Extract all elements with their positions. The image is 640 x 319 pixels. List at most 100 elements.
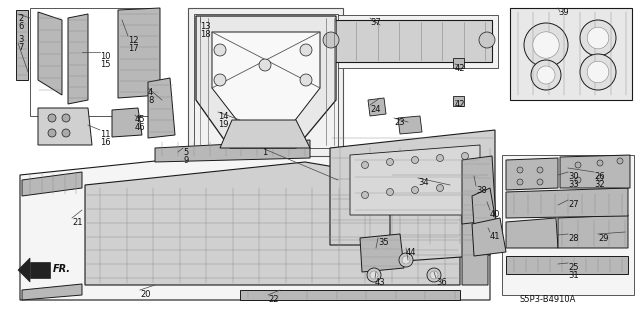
Polygon shape: [18, 258, 30, 282]
Circle shape: [580, 20, 616, 56]
Circle shape: [48, 129, 56, 137]
Circle shape: [479, 32, 495, 48]
Polygon shape: [155, 140, 310, 162]
Text: 28: 28: [568, 234, 579, 243]
Circle shape: [436, 154, 444, 161]
Circle shape: [362, 161, 369, 168]
Text: 19: 19: [218, 120, 228, 129]
Text: 10: 10: [100, 52, 111, 61]
Text: 29: 29: [598, 234, 609, 243]
Text: 39: 39: [558, 8, 568, 17]
Circle shape: [362, 191, 369, 198]
Text: 30: 30: [568, 172, 579, 181]
Circle shape: [531, 60, 561, 90]
Text: 34: 34: [418, 178, 429, 187]
Polygon shape: [330, 130, 495, 245]
Text: 45: 45: [135, 115, 145, 124]
Polygon shape: [112, 108, 142, 137]
Polygon shape: [68, 14, 88, 104]
Circle shape: [412, 157, 419, 164]
Text: 7: 7: [18, 43, 24, 52]
Circle shape: [259, 59, 271, 71]
Text: 25: 25: [568, 263, 579, 272]
Circle shape: [575, 177, 581, 183]
Text: 9: 9: [183, 156, 188, 165]
Bar: [30, 8, 148, 116]
Circle shape: [517, 167, 523, 173]
Polygon shape: [240, 290, 460, 300]
Text: 37: 37: [370, 18, 381, 27]
Circle shape: [537, 179, 543, 185]
Circle shape: [214, 74, 226, 86]
Polygon shape: [350, 145, 480, 215]
Circle shape: [300, 74, 312, 86]
Text: 46: 46: [135, 123, 146, 132]
Text: 11: 11: [100, 130, 111, 139]
Text: 14: 14: [218, 112, 228, 121]
Circle shape: [387, 189, 394, 196]
Polygon shape: [398, 116, 422, 134]
Text: 8: 8: [148, 96, 154, 105]
Text: 6: 6: [18, 22, 24, 31]
Circle shape: [367, 268, 381, 282]
Text: 36: 36: [436, 278, 447, 287]
Circle shape: [537, 66, 555, 84]
Circle shape: [588, 27, 609, 49]
Polygon shape: [38, 12, 62, 95]
Text: 42: 42: [455, 100, 465, 109]
Polygon shape: [20, 145, 490, 300]
Text: 23: 23: [394, 118, 404, 127]
Polygon shape: [85, 162, 460, 285]
Circle shape: [524, 23, 568, 67]
Circle shape: [412, 187, 419, 194]
Circle shape: [48, 114, 56, 122]
Polygon shape: [220, 120, 310, 148]
Polygon shape: [16, 10, 28, 80]
Text: 43: 43: [375, 278, 386, 287]
Polygon shape: [148, 78, 175, 138]
Circle shape: [402, 256, 410, 264]
Polygon shape: [453, 58, 464, 68]
Polygon shape: [22, 172, 82, 196]
Circle shape: [617, 158, 623, 164]
Text: 32: 32: [594, 180, 605, 189]
Circle shape: [399, 253, 413, 267]
Circle shape: [517, 179, 523, 185]
Circle shape: [62, 114, 70, 122]
Text: S5P3-B4910A: S5P3-B4910A: [520, 295, 577, 304]
Polygon shape: [390, 160, 490, 262]
Circle shape: [461, 152, 468, 160]
Polygon shape: [118, 8, 160, 98]
Text: 2: 2: [18, 14, 23, 23]
Text: FR.: FR.: [53, 264, 71, 274]
Circle shape: [588, 61, 609, 83]
Text: 26: 26: [594, 172, 605, 181]
Text: 22: 22: [268, 295, 278, 304]
Text: 42: 42: [455, 64, 465, 73]
Polygon shape: [472, 188, 496, 226]
Circle shape: [532, 32, 559, 58]
Circle shape: [537, 167, 543, 173]
Circle shape: [370, 271, 378, 279]
Polygon shape: [462, 156, 496, 224]
Polygon shape: [38, 108, 92, 145]
Text: 24: 24: [370, 105, 381, 114]
Polygon shape: [472, 218, 506, 256]
Text: 41: 41: [490, 232, 500, 241]
Text: 13: 13: [200, 22, 211, 31]
Polygon shape: [453, 96, 464, 106]
Circle shape: [387, 159, 394, 166]
Text: 1: 1: [262, 148, 268, 157]
Circle shape: [580, 54, 616, 90]
Text: 40: 40: [490, 210, 500, 219]
Circle shape: [430, 271, 438, 279]
Circle shape: [427, 268, 441, 282]
Text: 15: 15: [100, 60, 111, 69]
Circle shape: [62, 129, 70, 137]
Text: 33: 33: [568, 180, 579, 189]
Polygon shape: [30, 262, 50, 278]
Text: 38: 38: [476, 186, 487, 195]
Text: 16: 16: [100, 138, 111, 147]
Polygon shape: [320, 15, 498, 68]
Text: 18: 18: [200, 30, 211, 39]
